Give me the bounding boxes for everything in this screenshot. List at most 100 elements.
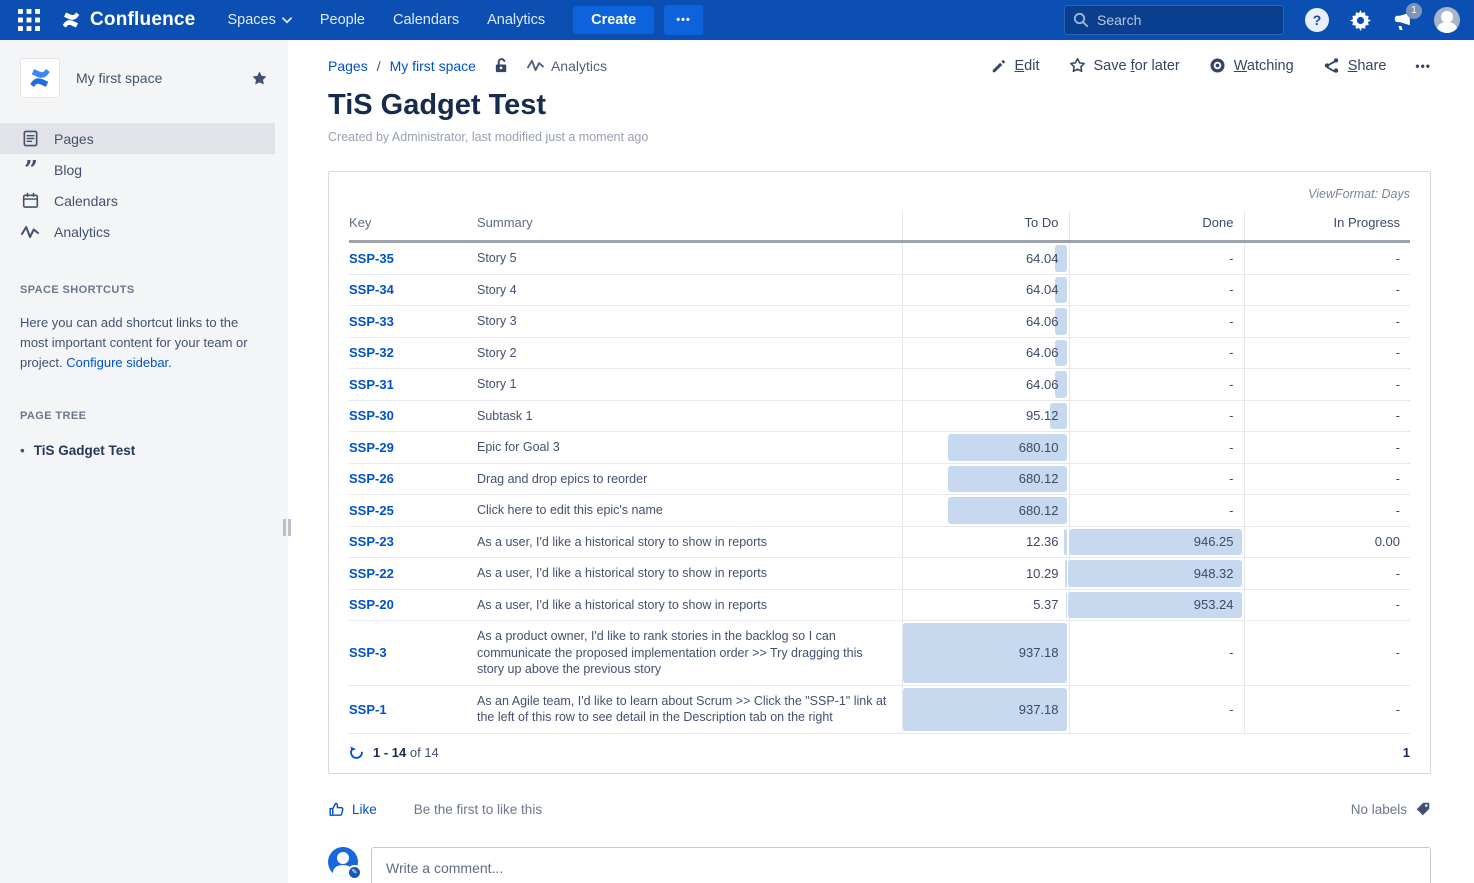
- todo-bar: [1055, 245, 1067, 272]
- column-header-done[interactable]: Done: [1068, 211, 1244, 243]
- sidebar-item-analytics[interactable]: Analytics: [0, 216, 275, 247]
- issue-key-link[interactable]: SSP-20: [349, 597, 394, 613]
- column-header-key[interactable]: Key: [349, 211, 477, 243]
- issue-key-link[interactable]: SSP-3: [349, 645, 387, 661]
- nav-item-calendars[interactable]: Calendars: [383, 6, 469, 34]
- todo-cell: 937.18: [901, 685, 1069, 734]
- space-logo[interactable]: [20, 58, 60, 98]
- todo-cell: 64.04: [901, 274, 1069, 306]
- key-cell: SSP-25: [349, 494, 477, 527]
- done-bar: [1067, 591, 1242, 618]
- sidebar-resize-handle[interactable]: [283, 519, 295, 536]
- issue-key-link[interactable]: SSP-34: [349, 282, 394, 298]
- notifications-button[interactable]: 1: [1392, 2, 1422, 31]
- status-value: -: [1229, 645, 1234, 661]
- page-more-button[interactable]: •••: [1415, 58, 1431, 73]
- todo-bar: [1055, 339, 1067, 366]
- column-header-in-progress[interactable]: In Progress: [1243, 211, 1410, 243]
- labels-button[interactable]: No labels: [1351, 801, 1431, 818]
- in-progress-cell: -: [1243, 589, 1410, 621]
- main-content: Pages / My first space Analytics Edit: [288, 40, 1474, 883]
- table-row: SSP-32 Story 2 64.06 - -: [349, 337, 1410, 369]
- column-header-summary[interactable]: Summary: [477, 211, 902, 243]
- issue-key-link[interactable]: SSP-26: [349, 471, 394, 487]
- settings-button[interactable]: [1350, 9, 1371, 31]
- in-progress-cell: -: [1243, 557, 1410, 590]
- in-progress-cell: -: [1243, 431, 1410, 464]
- issue-summary: Drag and drop epics to reorder: [477, 463, 902, 495]
- analytics-label: Analytics: [550, 57, 607, 74]
- unrestricted-button[interactable]: [493, 57, 510, 74]
- save-for-later-button[interactable]: Save for later: [1069, 57, 1180, 74]
- nav-item-spaces[interactable]: Spaces: [217, 6, 301, 34]
- nav-more-button[interactable]: •••: [664, 5, 703, 35]
- issue-key-link[interactable]: SSP-35: [349, 250, 394, 266]
- view-format-label: ViewFormat: Days: [1308, 187, 1410, 201]
- todo-cell: 12.36: [901, 526, 1069, 558]
- todo-bar: [1055, 371, 1067, 398]
- column-header-todo[interactable]: To Do: [901, 211, 1069, 243]
- status-value: -: [1395, 439, 1400, 455]
- confluence-logo[interactable]: Confluence: [60, 9, 195, 31]
- todo-cell: 680.10: [901, 431, 1069, 464]
- favorite-star-icon[interactable]: [251, 70, 268, 87]
- refresh-button[interactable]: [349, 745, 364, 760]
- watching-button[interactable]: Watching: [1209, 57, 1294, 74]
- done-bar: [1068, 560, 1242, 587]
- issue-key-link[interactable]: SSP-22: [349, 565, 394, 581]
- in-progress-cell: -: [1243, 494, 1410, 527]
- in-progress-cell: -: [1243, 400, 1410, 432]
- analytics-link[interactable]: Analytics: [527, 58, 607, 74]
- user-avatar[interactable]: [1434, 7, 1460, 33]
- edit-button[interactable]: Edit: [991, 58, 1040, 74]
- table-row: SSP-34 Story 4 64.04 - -: [349, 274, 1410, 306]
- gadget-footer: 1 - 14 of 14 1: [349, 734, 1410, 769]
- issue-key-link[interactable]: SSP-33: [349, 313, 394, 329]
- status-value: -: [1395, 645, 1400, 661]
- todo-cell: 64.06: [901, 337, 1069, 369]
- sidebar-item-blog[interactable]: ” Blog: [0, 154, 275, 185]
- key-cell: SSP-35: [349, 241, 477, 275]
- issue-key-link[interactable]: SSP-25: [349, 502, 394, 518]
- app-switcher-button[interactable]: [14, 5, 44, 35]
- done-cell: 948.32: [1068, 557, 1244, 590]
- nav-item-people[interactable]: People: [310, 6, 375, 34]
- breadcrumb-pages-link[interactable]: Pages: [328, 57, 368, 74]
- nav-item-analytics[interactable]: Analytics: [477, 6, 555, 34]
- pencil-icon: [992, 59, 1005, 72]
- page-number[interactable]: 1: [1402, 744, 1410, 760]
- avatar-head: [337, 851, 349, 864]
- comment-avatar: ✎: [328, 846, 362, 880]
- breadcrumb-space-link[interactable]: My first space: [389, 57, 476, 74]
- key-cell: SSP-34: [349, 274, 477, 306]
- like-button[interactable]: Like: [328, 801, 377, 818]
- space-shortcuts-text: Here you can add shortcut links to the m…: [20, 313, 268, 373]
- table-row: SSP-31 Story 1 64.06 - -: [349, 368, 1410, 401]
- search-input[interactable]: [1064, 5, 1284, 35]
- done-cell: -: [1068, 431, 1244, 464]
- issue-key-link[interactable]: SSP-32: [349, 345, 394, 361]
- page-tree-item[interactable]: • TiS Gadget Test: [20, 443, 268, 458]
- issue-key-link[interactable]: SSP-1: [349, 701, 387, 717]
- done-cell: -: [1068, 274, 1244, 306]
- search-box: [1064, 5, 1284, 35]
- comment-input[interactable]: [372, 847, 1430, 883]
- page-icon: [20, 130, 40, 147]
- issue-summary: As a user, I'd like a historical story t…: [477, 557, 902, 590]
- issue-key-link[interactable]: SSP-23: [349, 534, 394, 550]
- issue-key-link[interactable]: SSP-29: [349, 439, 394, 455]
- help-button[interactable]: ?: [1305, 8, 1329, 32]
- todo-bar: [1055, 276, 1067, 303]
- status-value: -: [1395, 313, 1400, 329]
- configure-sidebar-link[interactable]: Configure sidebar.: [66, 355, 172, 371]
- issue-key-link[interactable]: SSP-30: [349, 408, 394, 424]
- done-cell: 953.24: [1067, 589, 1244, 621]
- share-button[interactable]: Share: [1323, 57, 1386, 74]
- sidebar-item-calendars[interactable]: Calendars: [0, 185, 275, 216]
- status-value: -: [1229, 313, 1234, 329]
- create-button[interactable]: Create: [573, 6, 655, 34]
- avatar-body: [1437, 22, 1457, 33]
- issue-key-link[interactable]: SSP-31: [349, 376, 394, 392]
- key-cell: SSP-1: [349, 685, 477, 734]
- sidebar-item-pages[interactable]: Pages: [0, 123, 275, 154]
